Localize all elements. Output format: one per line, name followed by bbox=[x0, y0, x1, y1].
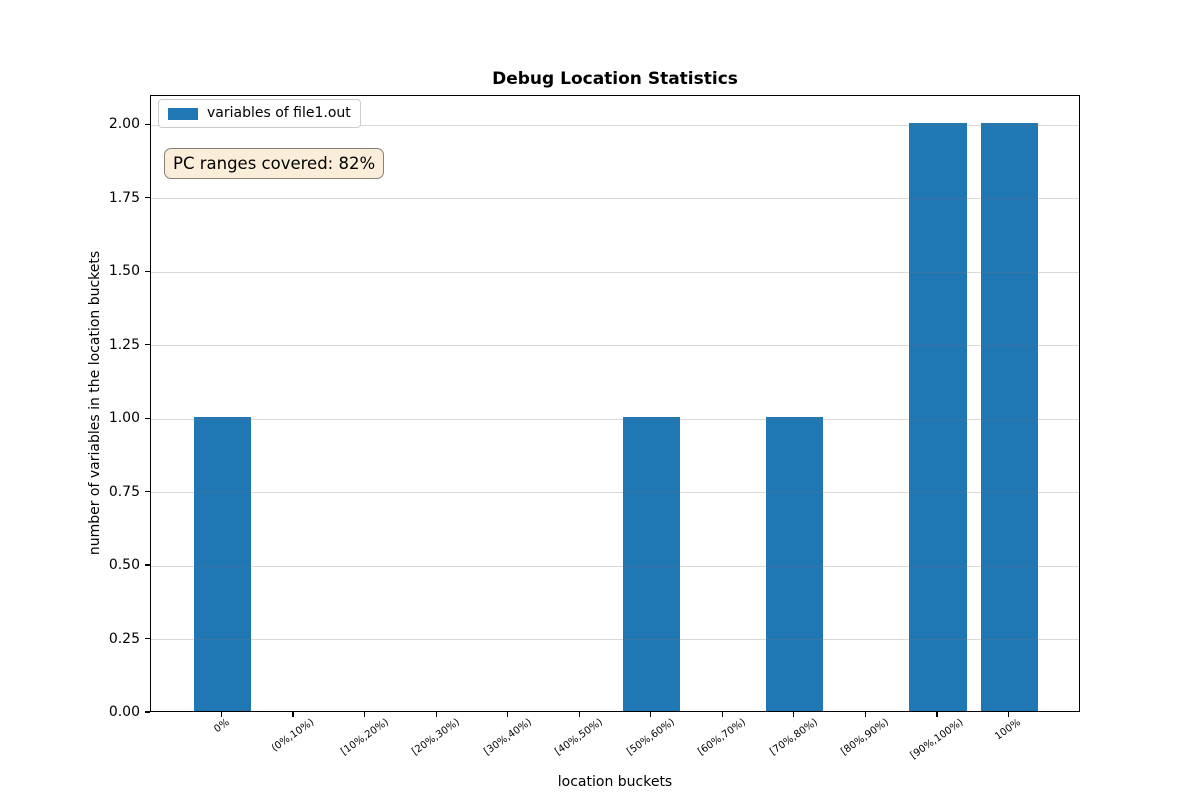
y-tick-label: 1.25 bbox=[108, 336, 140, 353]
legend-label: variables of file1.out bbox=[207, 105, 351, 121]
x-tick-label: [70%,80%) bbox=[767, 716, 820, 758]
y-tick-label: 0.50 bbox=[108, 557, 140, 574]
x-tick-mark bbox=[864, 712, 866, 717]
x-tick-mark bbox=[578, 712, 580, 717]
legend: variables of file1.out bbox=[158, 99, 361, 128]
x-tick-mark bbox=[507, 712, 509, 717]
x-tick-label: [20%,30%) bbox=[410, 716, 463, 758]
x-tick-mark bbox=[1007, 712, 1010, 717]
x-tick-label: [10%,20%) bbox=[338, 716, 391, 758]
legend-swatch-icon bbox=[168, 107, 198, 120]
y-tick-mark bbox=[145, 270, 150, 272]
y-tick-mark bbox=[145, 564, 150, 566]
plot-area: variables of file1.out PC ranges covered… bbox=[150, 95, 1080, 712]
x-tick-label: [90%,100%) bbox=[908, 717, 966, 762]
x-tick-mark bbox=[292, 712, 294, 717]
x-tick-mark bbox=[364, 712, 366, 717]
x-tick-mark bbox=[650, 712, 652, 717]
y-gridline bbox=[151, 271, 1079, 273]
y-axis-label: number of variables in the location buck… bbox=[87, 250, 103, 556]
x-tick-label: [60%,70%) bbox=[696, 716, 749, 758]
y-tick-label: 1.00 bbox=[108, 410, 140, 427]
y-tick-mark bbox=[145, 197, 150, 199]
x-tick-mark bbox=[220, 712, 223, 717]
y-tick-mark bbox=[145, 491, 150, 493]
y-tick-mark bbox=[145, 344, 150, 346]
y-gridline bbox=[151, 492, 1079, 494]
bar bbox=[766, 417, 824, 711]
y-tick-label: 0.75 bbox=[108, 483, 140, 500]
pc-coverage-annotation: PC ranges covered: 82% bbox=[164, 148, 385, 179]
y-tick-label: 2.00 bbox=[108, 116, 140, 133]
y-tick-mark bbox=[145, 417, 150, 419]
x-tick-label: 0% bbox=[211, 717, 232, 736]
x-tick-mark bbox=[936, 712, 938, 717]
x-tick-mark bbox=[793, 712, 795, 717]
bar bbox=[193, 417, 252, 711]
y-tick-mark bbox=[145, 711, 150, 713]
x-tick-label: [80%,90%) bbox=[839, 716, 892, 758]
bar bbox=[909, 123, 967, 711]
y-gridline bbox=[151, 345, 1079, 347]
y-gridline bbox=[151, 565, 1079, 567]
y-tick-mark bbox=[145, 123, 150, 125]
y-tick-label: 0.00 bbox=[108, 704, 140, 720]
bar bbox=[980, 123, 1039, 711]
x-tick-mark bbox=[721, 712, 723, 717]
y-tick-label: 1.75 bbox=[108, 189, 140, 206]
y-tick-mark bbox=[145, 637, 150, 640]
x-tick-label: [30%,40%) bbox=[481, 716, 534, 758]
x-axis-label: location buckets bbox=[557, 774, 673, 790]
x-tick-label: (0%,10%) bbox=[269, 716, 317, 755]
y-gridline bbox=[151, 418, 1079, 420]
x-tick-label: [50%,60%) bbox=[624, 716, 677, 758]
y-tick-label: 1.50 bbox=[108, 263, 140, 280]
y-tick-label: 0.25 bbox=[108, 630, 140, 647]
y-gridline bbox=[151, 639, 1079, 641]
x-tick-label: 100% bbox=[993, 717, 1024, 743]
y-gridline bbox=[151, 124, 1079, 126]
bar bbox=[623, 417, 681, 711]
y-gridline bbox=[151, 198, 1079, 200]
x-tick-mark bbox=[435, 712, 437, 717]
chart-title: Debug Location Statistics bbox=[492, 69, 738, 89]
x-tick-label: [40%,50%) bbox=[553, 716, 606, 758]
